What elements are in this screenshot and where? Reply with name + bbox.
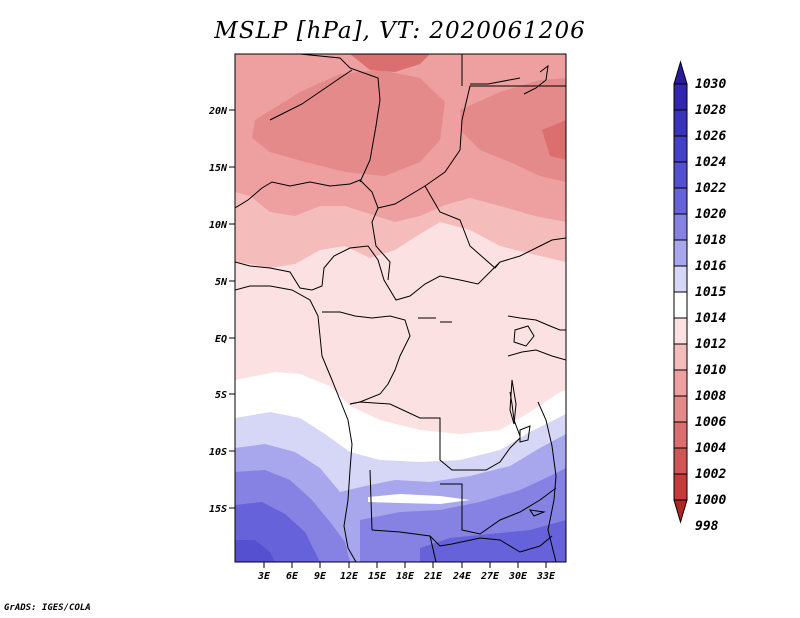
- colorbar-label-1026: 1026: [695, 129, 726, 144]
- grads-credit: GrADS: IGES/COLA: [4, 603, 91, 613]
- colorbar-label-1012: 1012: [695, 337, 726, 352]
- lon-label-18e: 18E: [396, 571, 415, 582]
- colorbar-label-1028: 1028: [695, 103, 726, 118]
- lat-label-eq: EQ: [215, 334, 227, 345]
- pressure-field: [235, 54, 566, 562]
- field-1020-east: [420, 520, 566, 562]
- lat-label-5n: 5N: [215, 277, 228, 288]
- colorbar-label-1015: 1015: [695, 285, 726, 300]
- colorbar-label-1024: 1024: [695, 155, 726, 170]
- colorbar-label-1008: 1008: [695, 389, 726, 404]
- colorbar: 1030 1028 1026 1024 1022 1020 1018 1016 1015 1014…: [673, 60, 726, 534]
- colorbar-segment-1022: [673, 161, 688, 189]
- lon-label-15e: 15E: [368, 571, 387, 582]
- lat-label-10s: 10S: [209, 447, 227, 458]
- lakes: [418, 317, 546, 517]
- colorbar-segment-1014: [673, 291, 688, 319]
- colorbar-label-1020: 1020: [695, 207, 726, 222]
- colorbar-segment-1006: [673, 395, 688, 423]
- colorbar-segment-1026: [673, 109, 688, 137]
- lon-label-9e: 9E: [314, 571, 327, 582]
- lat-label-10n: 10N: [209, 220, 228, 231]
- colorbar-label-1010: 1010: [695, 363, 726, 378]
- lat-axis: 20N 15N 10N 5N EQ 5S 10S 15S: [208, 106, 235, 515]
- lat-label-5s: 5S: [215, 390, 227, 401]
- field-1006-west: [252, 70, 445, 176]
- colorbar-segment-1008: [673, 369, 688, 397]
- lon-label-30e: 30E: [508, 571, 528, 582]
- lon-label-24e: 24E: [452, 571, 472, 582]
- lat-label-15s: 15S: [209, 504, 227, 515]
- lon-label-3e: 3E: [257, 571, 271, 582]
- lon-label-12e: 12E: [340, 571, 359, 582]
- field-1014-strip: [368, 494, 470, 504]
- colorbar-segment-1020: [673, 187, 688, 215]
- colorbar-segment-1028: [673, 83, 688, 111]
- colorbar-segment-1000: [673, 473, 688, 501]
- lon-label-6e: 6E: [286, 571, 299, 582]
- map-frame: [234, 53, 567, 563]
- field-1006-east: [460, 78, 566, 182]
- lat-label-20n: 20N: [208, 106, 228, 117]
- colorbar-segment-1010: [673, 343, 688, 371]
- colorbar-label-1018: 1018: [695, 233, 726, 248]
- country-borders: [235, 54, 566, 562]
- map-title: MSLP [hPa], VT: 2020061206: [214, 18, 586, 44]
- colorbar-segment-1004: [673, 421, 688, 449]
- colorbar-segment-1016: [673, 239, 688, 267]
- colorbar-label-1000: 1000: [695, 493, 726, 508]
- lon-axis: 3E 6E 9E 12E 15E 18E 21E 24E 27E 30E 33E: [257, 562, 556, 582]
- field-1004-east: [542, 120, 566, 160]
- colorbar-segment-1018: [673, 213, 688, 241]
- lat-label-15n: 15N: [209, 163, 228, 174]
- colorbar-label-1014: 1014: [695, 311, 726, 326]
- colorbar-label-1002: 1002: [695, 467, 726, 482]
- lon-label-27e: 27E: [480, 571, 500, 582]
- colorbar-segment-1002: [673, 447, 688, 475]
- colorbar-label-1004: 1004: [695, 441, 726, 456]
- colorbar-segment-1024: [673, 135, 688, 163]
- colorbar-segment-998: [673, 499, 688, 524]
- colorbar-label-1030: 1030: [695, 77, 726, 92]
- colorbar-segment-1012: [673, 317, 688, 345]
- colorbar-segment-1030: [673, 60, 688, 85]
- colorbar-label-1022: 1022: [695, 181, 726, 196]
- colorbar-label-998: 998: [695, 519, 719, 534]
- lon-label-21e: 21E: [423, 571, 443, 582]
- lon-label-33e: 33E: [536, 571, 556, 582]
- field-1022: [235, 540, 275, 562]
- colorbar-label-1006: 1006: [695, 415, 726, 430]
- colorbar-segment-1015: [673, 265, 688, 293]
- field-1004-north: [350, 54, 430, 72]
- colorbar-label-1016: 1016: [695, 259, 726, 274]
